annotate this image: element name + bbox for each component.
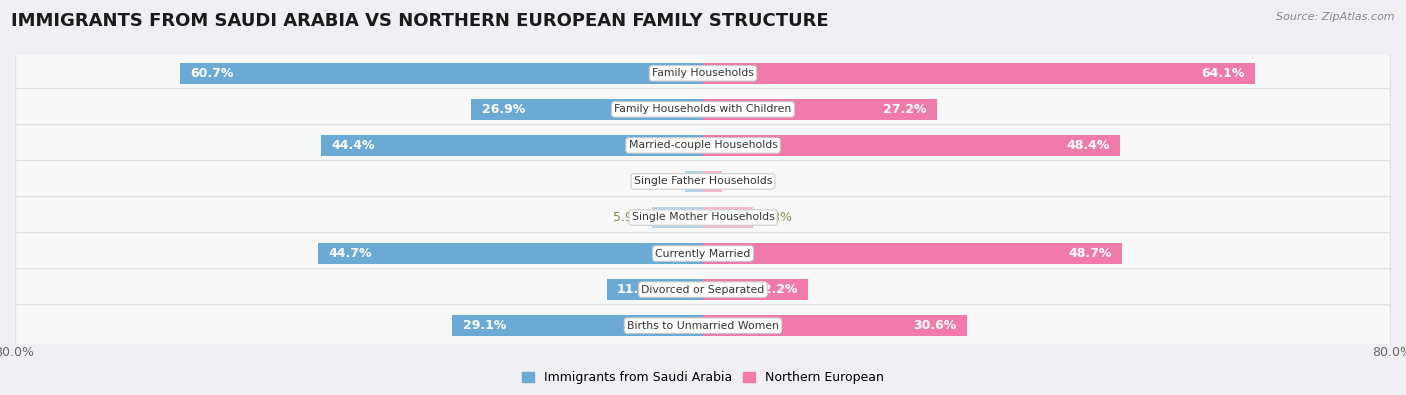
Bar [703,207,754,228]
Bar [703,99,938,120]
Bar [318,243,703,264]
Bar [606,279,703,300]
Text: IMMIGRANTS FROM SAUDI ARABIA VS NORTHERN EUROPEAN FAMILY STRUCTURE: IMMIGRANTS FROM SAUDI ARABIA VS NORTHERN… [11,12,830,30]
Text: 26.9%: 26.9% [482,103,524,116]
Bar [180,63,703,84]
Text: Single Mother Households: Single Mother Households [631,213,775,222]
Bar [652,207,703,228]
Text: Married-couple Households: Married-couple Households [628,140,778,150]
Text: 64.1%: 64.1% [1201,67,1244,80]
Text: 12.2%: 12.2% [754,283,797,296]
Legend: Immigrants from Saudi Arabia, Northern European: Immigrants from Saudi Arabia, Northern E… [517,366,889,389]
FancyBboxPatch shape [15,233,1391,275]
Text: Family Households with Children: Family Households with Children [614,104,792,115]
Text: 2.2%: 2.2% [728,175,761,188]
Text: 5.8%: 5.8% [759,211,792,224]
Bar [703,315,966,336]
Text: 11.2%: 11.2% [617,283,661,296]
FancyBboxPatch shape [15,53,1391,94]
Text: 60.7%: 60.7% [191,67,233,80]
Text: 2.1%: 2.1% [647,175,678,188]
Text: Births to Unmarried Women: Births to Unmarried Women [627,321,779,331]
Bar [703,135,1119,156]
Text: Family Households: Family Households [652,68,754,78]
Text: 27.2%: 27.2% [883,103,927,116]
Bar [685,171,703,192]
FancyBboxPatch shape [15,305,1391,346]
FancyBboxPatch shape [15,124,1391,166]
Text: Currently Married: Currently Married [655,248,751,259]
Text: 44.4%: 44.4% [330,139,374,152]
FancyBboxPatch shape [15,88,1391,130]
Text: 5.9%: 5.9% [613,211,645,224]
Text: Single Father Households: Single Father Households [634,177,772,186]
Text: 30.6%: 30.6% [912,319,956,332]
Text: 48.4%: 48.4% [1066,139,1109,152]
Text: Source: ZipAtlas.com: Source: ZipAtlas.com [1277,12,1395,22]
Bar [703,279,808,300]
Text: 44.7%: 44.7% [329,247,373,260]
Text: 29.1%: 29.1% [463,319,506,332]
Bar [321,135,703,156]
Bar [703,171,721,192]
Bar [471,99,703,120]
FancyBboxPatch shape [15,269,1391,310]
FancyBboxPatch shape [15,197,1391,239]
FancyBboxPatch shape [15,160,1391,202]
Bar [703,243,1122,264]
Bar [453,315,703,336]
Bar [703,63,1256,84]
Text: 48.7%: 48.7% [1069,247,1112,260]
Text: Divorced or Separated: Divorced or Separated [641,284,765,295]
